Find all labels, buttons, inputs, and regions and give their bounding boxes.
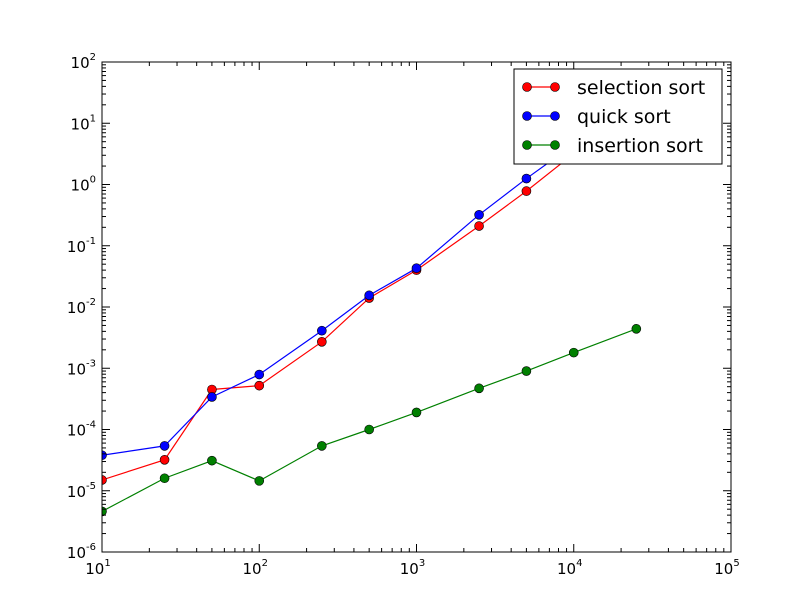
- x-tick-label: 102: [243, 558, 268, 578]
- data-point: [521, 186, 532, 196]
- legend-label: quick sort: [577, 106, 671, 128]
- y-tick-label: 10-4: [67, 420, 96, 440]
- y-tick-base: 10: [67, 360, 86, 378]
- x-tick-base: 10: [714, 560, 733, 578]
- y-tick-exponent: -1: [86, 236, 96, 247]
- series-line: [102, 153, 575, 481]
- data-point: [102, 475, 107, 485]
- data-point: [474, 221, 484, 231]
- y-tick-exponent: -3: [86, 358, 96, 369]
- data-point: [317, 337, 327, 347]
- series-line: [102, 144, 575, 456]
- x-tick-base: 10: [243, 560, 262, 578]
- y-tick-label: 101: [71, 113, 96, 133]
- y-tick-base: 10: [71, 177, 90, 195]
- legend-marker: [550, 111, 560, 121]
- y-tick-exponent: -4: [86, 420, 96, 431]
- x-tick-exponent: 2: [262, 558, 268, 569]
- legend: selection sort quick sort insertion sort: [513, 68, 723, 165]
- y-tick-label: 10-3: [67, 358, 96, 378]
- x-tick-exponent: 1: [104, 558, 110, 569]
- y-tick-exponent: 1: [90, 113, 96, 124]
- legend-label: selection sort: [577, 77, 705, 99]
- data-point: [254, 476, 265, 486]
- legend-label: insertion sort: [577, 135, 703, 157]
- x-tick-base: 10: [85, 560, 104, 578]
- series-2: [102, 324, 642, 517]
- data-point: [364, 290, 374, 301]
- y-tick-base: 10: [67, 238, 86, 256]
- data-point: [207, 392, 217, 402]
- y-tick-exponent: 2: [90, 52, 96, 63]
- data-point: [521, 173, 532, 184]
- x-tick-label: 104: [557, 558, 582, 578]
- y-tick-label: 100: [71, 175, 96, 195]
- y-tick-exponent: -5: [86, 481, 96, 492]
- data-point: [254, 380, 265, 391]
- data-point: [317, 441, 327, 451]
- data-point: [317, 325, 327, 336]
- data-point: [631, 324, 642, 334]
- legend-marker: [522, 82, 532, 92]
- y-tick-label: 10-2: [67, 297, 96, 317]
- y-tick-base: 10: [71, 54, 90, 72]
- x-tick-exponent: 3: [419, 558, 425, 569]
- y-tick-base: 10: [67, 422, 86, 440]
- data-point: [159, 441, 170, 451]
- x-tick-exponent: 4: [576, 558, 582, 569]
- x-tick-exponent: 5: [733, 558, 739, 569]
- data-point: [411, 263, 422, 274]
- x-tick-label: 105: [714, 558, 739, 578]
- legend-marker: [550, 82, 560, 92]
- data-point: [254, 369, 265, 380]
- y-tick-exponent: 0: [90, 175, 96, 186]
- y-tick-base: 10: [71, 115, 90, 133]
- y-tick-label: 10-5: [67, 481, 96, 501]
- y-tick-exponent: -6: [86, 542, 96, 553]
- y-tick-label: 10-6: [67, 542, 96, 562]
- legend-marker: [550, 140, 560, 150]
- data-point: [474, 210, 484, 220]
- x-tick-base: 10: [400, 560, 419, 578]
- data-point: [521, 366, 532, 376]
- legend-marker: [522, 111, 532, 121]
- y-tick-label: 102: [71, 52, 96, 72]
- y-tick-base: 10: [67, 483, 86, 501]
- x-tick-label: 101: [85, 558, 110, 578]
- x-tick-label: 103: [400, 558, 425, 578]
- x-tick-base: 10: [557, 560, 576, 578]
- data-point: [102, 450, 107, 461]
- data-point: [568, 347, 579, 358]
- data-point: [207, 455, 217, 466]
- data-point: [364, 424, 374, 435]
- y-tick-base: 10: [67, 544, 86, 562]
- data-point: [159, 455, 170, 465]
- y-tick-label: 10-1: [67, 236, 96, 256]
- y-tick-base: 10: [67, 299, 86, 317]
- y-tick-exponent: -2: [86, 297, 96, 308]
- axes-layer: 101 102 103 104 10510-610-510-410-310-210-11…: [67, 52, 740, 578]
- data-point: [159, 473, 170, 484]
- data-point: [474, 383, 484, 394]
- legend-marker: [522, 140, 532, 150]
- data-point: [411, 407, 422, 418]
